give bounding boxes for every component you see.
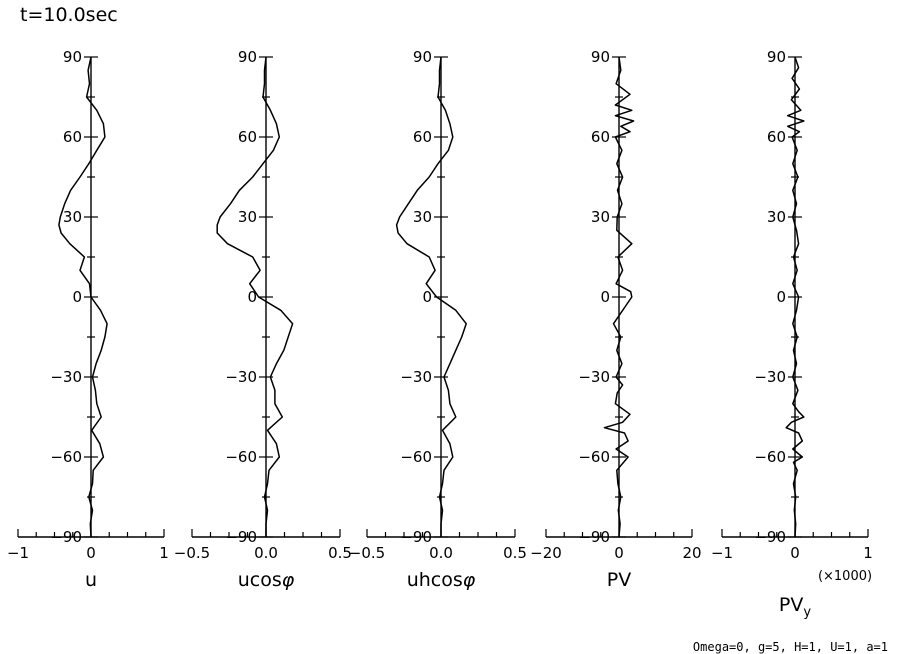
- x-tick-label: 0: [86, 544, 96, 562]
- series-line: [216, 56, 294, 537]
- series-line: [58, 56, 108, 538]
- y-tick-label: 60: [767, 128, 786, 146]
- x-tick-label: 20: [682, 544, 701, 562]
- y-tick-label: 60: [413, 128, 432, 146]
- panel-2: −0.5 0.0 0.5 90 60 30 0 −30 −60 −90 ucosφ: [174, 48, 352, 591]
- x-tick-label: 0.5: [503, 544, 527, 562]
- y-tick-label: −90: [400, 528, 432, 546]
- x-tick-label: −1: [711, 544, 733, 562]
- phi-symbol: φ: [282, 569, 295, 591]
- parameters-footnote: Omega=0, g=5, H=1, U=1, a=1: [693, 640, 888, 654]
- y-tick-label: 60: [63, 128, 82, 146]
- x-axis-label: ucosφ: [238, 569, 295, 591]
- x-axis-label: uhcosφ: [407, 569, 476, 591]
- subscript-y: y: [803, 605, 811, 620]
- y-tick-label: −30: [754, 368, 786, 386]
- x-tick-label: −1: [7, 544, 29, 562]
- panel-4: −20 0 20 90 60 30 0 −30 −60 −90 PV: [530, 48, 701, 591]
- y-tick-label: 30: [63, 208, 82, 226]
- x-tick-label: 0: [614, 544, 624, 562]
- y-tick-label: −90: [225, 528, 257, 546]
- y-tick-label: −60: [225, 448, 257, 466]
- x-axis-label: PVy: [779, 594, 811, 620]
- phi-symbol: φ: [463, 569, 476, 591]
- y-tick-label: 60: [238, 128, 257, 146]
- x-tick-label: 0: [790, 544, 800, 562]
- y-tick-label: −30: [225, 368, 257, 386]
- series-line: [603, 56, 635, 538]
- y-tick-label: 30: [767, 208, 786, 226]
- scale-note: (×1000): [818, 569, 872, 584]
- panel-3: −0.5 0.0 0.5 90 60 30 0 −30 −60 −90 uhcosφ: [349, 48, 527, 591]
- y-tick-label: 90: [767, 48, 786, 66]
- y-tick-label: 0: [776, 288, 786, 306]
- panels: −1 0 1 90 60 30 0 −30 −60 −90 u −0.5 0.0 0.5 90 60 30 0 −3…: [7, 48, 873, 620]
- y-tick-label: −30: [50, 368, 82, 386]
- y-tick-label: 0: [247, 288, 257, 306]
- y-tick-label: −60: [578, 448, 610, 466]
- y-tick-label: 90: [238, 48, 257, 66]
- x-tick-label: −0.5: [349, 544, 385, 562]
- x-axis-label: u: [85, 569, 97, 591]
- x-tick-label: −20: [530, 544, 562, 562]
- panel-1: −1 0 1 90 60 30 0 −30 −60 −90 u: [7, 48, 169, 591]
- y-tick-label: 90: [591, 48, 610, 66]
- x-tick-label: 1: [863, 544, 873, 562]
- x-tick-label: 0.5: [328, 544, 352, 562]
- y-tick-label: 60: [591, 128, 610, 146]
- y-tick-label: 30: [413, 208, 432, 226]
- x-axis-label: PV: [607, 569, 631, 591]
- y-tick-label: −30: [578, 368, 610, 386]
- series-line: [395, 56, 467, 537]
- y-tick-label: −90: [754, 528, 786, 546]
- series-line: [785, 56, 805, 538]
- y-tick-label: 90: [413, 48, 432, 66]
- y-tick-label: 0: [72, 288, 82, 306]
- x-tick-label: 1: [159, 544, 169, 562]
- y-tick-label: −90: [50, 528, 82, 546]
- y-tick-label: −30: [400, 368, 432, 386]
- x-tick-label: 0.0: [254, 544, 278, 562]
- y-tick-label: 30: [238, 208, 257, 226]
- x-tick-label: 0.0: [429, 544, 453, 562]
- y-tick-label: 30: [591, 208, 610, 226]
- panel-5: −1 0 1 90 60 30 0 −30 −60 −90 PVy (×1000): [711, 48, 873, 620]
- y-tick-label: −90: [578, 528, 610, 546]
- x-tick-label: −0.5: [174, 544, 210, 562]
- figure-title: t=10.0sec: [20, 4, 118, 26]
- y-tick-label: −60: [754, 448, 786, 466]
- y-tick-label: 0: [600, 288, 610, 306]
- y-tick-label: −60: [400, 448, 432, 466]
- y-tick-label: 0: [422, 288, 432, 306]
- y-tick-label: −60: [50, 448, 82, 466]
- y-tick-label: 90: [63, 48, 82, 66]
